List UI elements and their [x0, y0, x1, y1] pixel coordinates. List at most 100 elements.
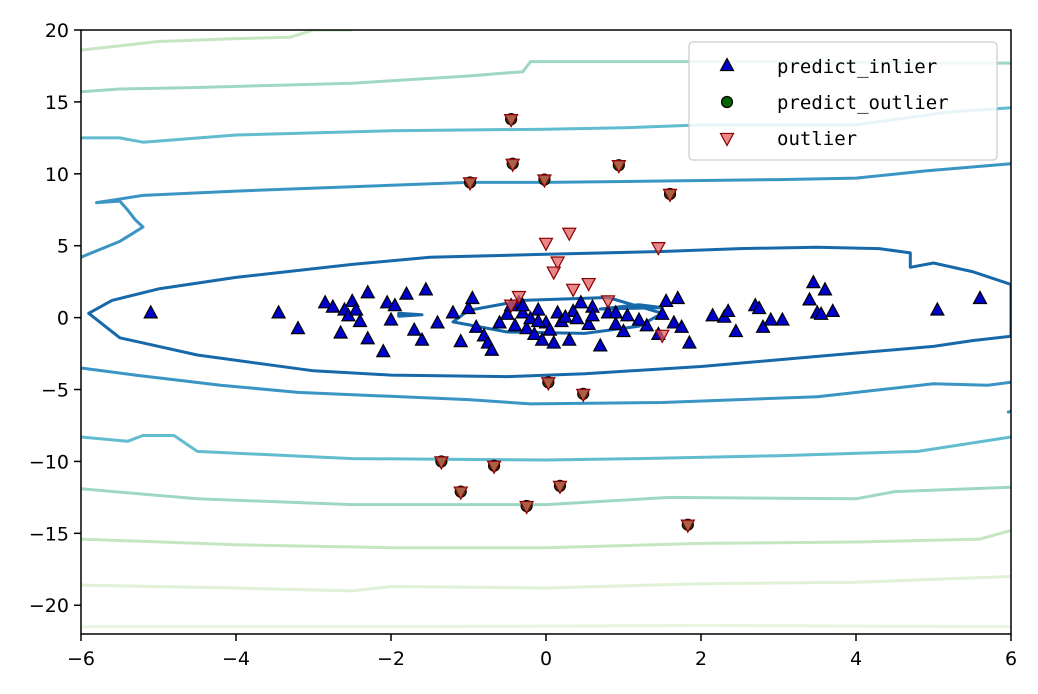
- predict_inlier-point: [379, 294, 395, 309]
- predict_inlier-point: [751, 300, 767, 315]
- y-tick-label: −15: [29, 523, 69, 545]
- predict_inlier-point: [352, 313, 368, 328]
- predict_inlier-point: [705, 307, 721, 322]
- x-tick-label: 4: [850, 648, 862, 670]
- predict_inlier-point: [813, 306, 829, 320]
- predict_inlier-point: [666, 314, 682, 329]
- predict_inlier-point: [573, 294, 589, 309]
- predict_inlier-point: [515, 304, 531, 319]
- outlier-point: [680, 519, 696, 534]
- contour-line-2: [81, 529, 1011, 550]
- outlier-point: [503, 299, 519, 314]
- predict_inlier-point: [499, 306, 515, 320]
- legend-label: outlier: [777, 128, 857, 150]
- y-tick-label: 20: [45, 20, 69, 42]
- predict_inlier-point: [406, 321, 422, 336]
- predict_inlier-point: [534, 331, 550, 346]
- predict_inlier-point: [484, 341, 500, 356]
- predict_inlier-point: [825, 303, 841, 318]
- predict_outlier-legend-marker: [720, 95, 734, 109]
- outlier-point: [662, 188, 678, 203]
- contour-line-5: [81, 366, 1011, 406]
- contour-line-10: [81, 30, 353, 52]
- predict_inlier-point: [445, 304, 461, 319]
- predict_inlier-point: [418, 281, 434, 296]
- predict_inlier-point: [805, 274, 821, 289]
- predict_inlier-point: [557, 308, 573, 323]
- contour-line-0: [81, 623, 1011, 629]
- predict_inlier-point: [728, 323, 744, 338]
- outlier-point: [650, 242, 666, 256]
- outlier-point: [486, 460, 502, 475]
- predict_inlier-point: [584, 307, 601, 322]
- predict_inlier-point: [670, 290, 686, 305]
- outlier-point: [433, 456, 449, 471]
- x-tick-label: 2: [695, 648, 707, 670]
- outlier-point: [575, 388, 591, 403]
- predict_inlier-point: [530, 313, 546, 328]
- x-tick-label: −6: [67, 648, 95, 670]
- outlier-point: [503, 114, 519, 128]
- predict_inlier-point: [271, 304, 287, 319]
- predict_inlier-legend-marker: [719, 57, 735, 72]
- predict_inlier-point: [414, 331, 430, 346]
- legend-label: predict_outlier: [777, 92, 949, 114]
- outlier-point: [561, 227, 577, 242]
- predict_inlier-point: [817, 281, 833, 296]
- predict_inlier-point: [360, 284, 376, 299]
- predict_inlier-point: [801, 291, 818, 306]
- predict_inlier-point: [429, 314, 446, 329]
- y-tick-label: −10: [29, 451, 69, 473]
- predict_inlier-point: [546, 334, 562, 349]
- x-axis: −6 −4 −2 0 2 4 6: [67, 634, 1017, 670]
- predict_inlier-point: [774, 311, 790, 326]
- predict_inlier-point: [522, 310, 539, 325]
- predict_inlier-point: [569, 310, 585, 325]
- outlier-point: [550, 256, 566, 271]
- outlier-point: [611, 160, 627, 174]
- predict_inlier-point: [360, 330, 376, 345]
- outlier-point: [654, 329, 670, 344]
- outlier-point: [505, 158, 521, 173]
- contour-line-7: [81, 162, 1011, 259]
- y-tick-label: 0: [57, 308, 69, 330]
- outlier-point: [519, 500, 535, 515]
- predict_inlier-point: [720, 303, 736, 318]
- predict_inlier-point: [581, 316, 597, 330]
- y-tick-label: 5: [57, 236, 69, 258]
- predict_inlier-point: [972, 290, 988, 305]
- outlier-point: [600, 295, 616, 310]
- outlier-point: [511, 290, 527, 305]
- predict_inlier-point: [460, 300, 477, 315]
- y-tick-label: 15: [45, 92, 69, 114]
- contour-line-11: [87, 245, 1011, 379]
- contour-line-14: [598, 303, 664, 311]
- contour-line-3: [81, 485, 1011, 507]
- predict_inlier-point: [325, 298, 341, 313]
- outlier-point: [546, 266, 562, 281]
- predict_inlier-point: [619, 307, 635, 322]
- predict_inlier-point: [515, 297, 531, 312]
- outlier-point: [540, 377, 556, 392]
- legend-label: predict_inlier: [777, 56, 937, 78]
- contour-line-13: [397, 311, 424, 318]
- outlier-point: [581, 277, 597, 292]
- y-axis: −20 −15 −10 −5 0 5 10 15 20: [29, 20, 81, 617]
- contour-line-1: [81, 575, 1011, 593]
- predict_inlier-point: [519, 320, 535, 335]
- predict_inlier-point: [929, 301, 945, 316]
- predict_inlier-point: [681, 334, 697, 349]
- predict_inlier-point: [631, 311, 647, 326]
- contour-line-4: [81, 434, 1011, 462]
- predict_inlier-point: [468, 318, 484, 333]
- predict_inlier-point: [333, 324, 349, 339]
- predict_inlier-point: [143, 304, 159, 319]
- predict_inlier-point: [507, 317, 523, 332]
- x-tick-label: −2: [377, 648, 405, 670]
- outlier-point: [462, 177, 478, 192]
- predict_inlier-point: [491, 314, 508, 329]
- outlier-point: [552, 480, 568, 495]
